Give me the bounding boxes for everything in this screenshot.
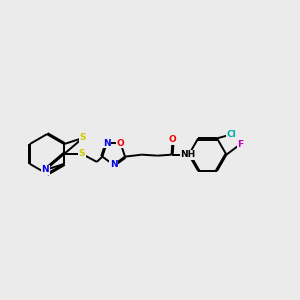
Text: N: N <box>103 139 110 148</box>
Text: F: F <box>237 140 243 149</box>
Text: N: N <box>110 160 118 169</box>
Text: O: O <box>169 135 176 144</box>
Text: S: S <box>79 149 85 158</box>
Text: N: N <box>41 166 49 175</box>
Text: S: S <box>80 134 86 142</box>
Text: O: O <box>117 139 124 148</box>
Text: Cl: Cl <box>226 130 236 139</box>
Text: NH: NH <box>180 150 195 159</box>
